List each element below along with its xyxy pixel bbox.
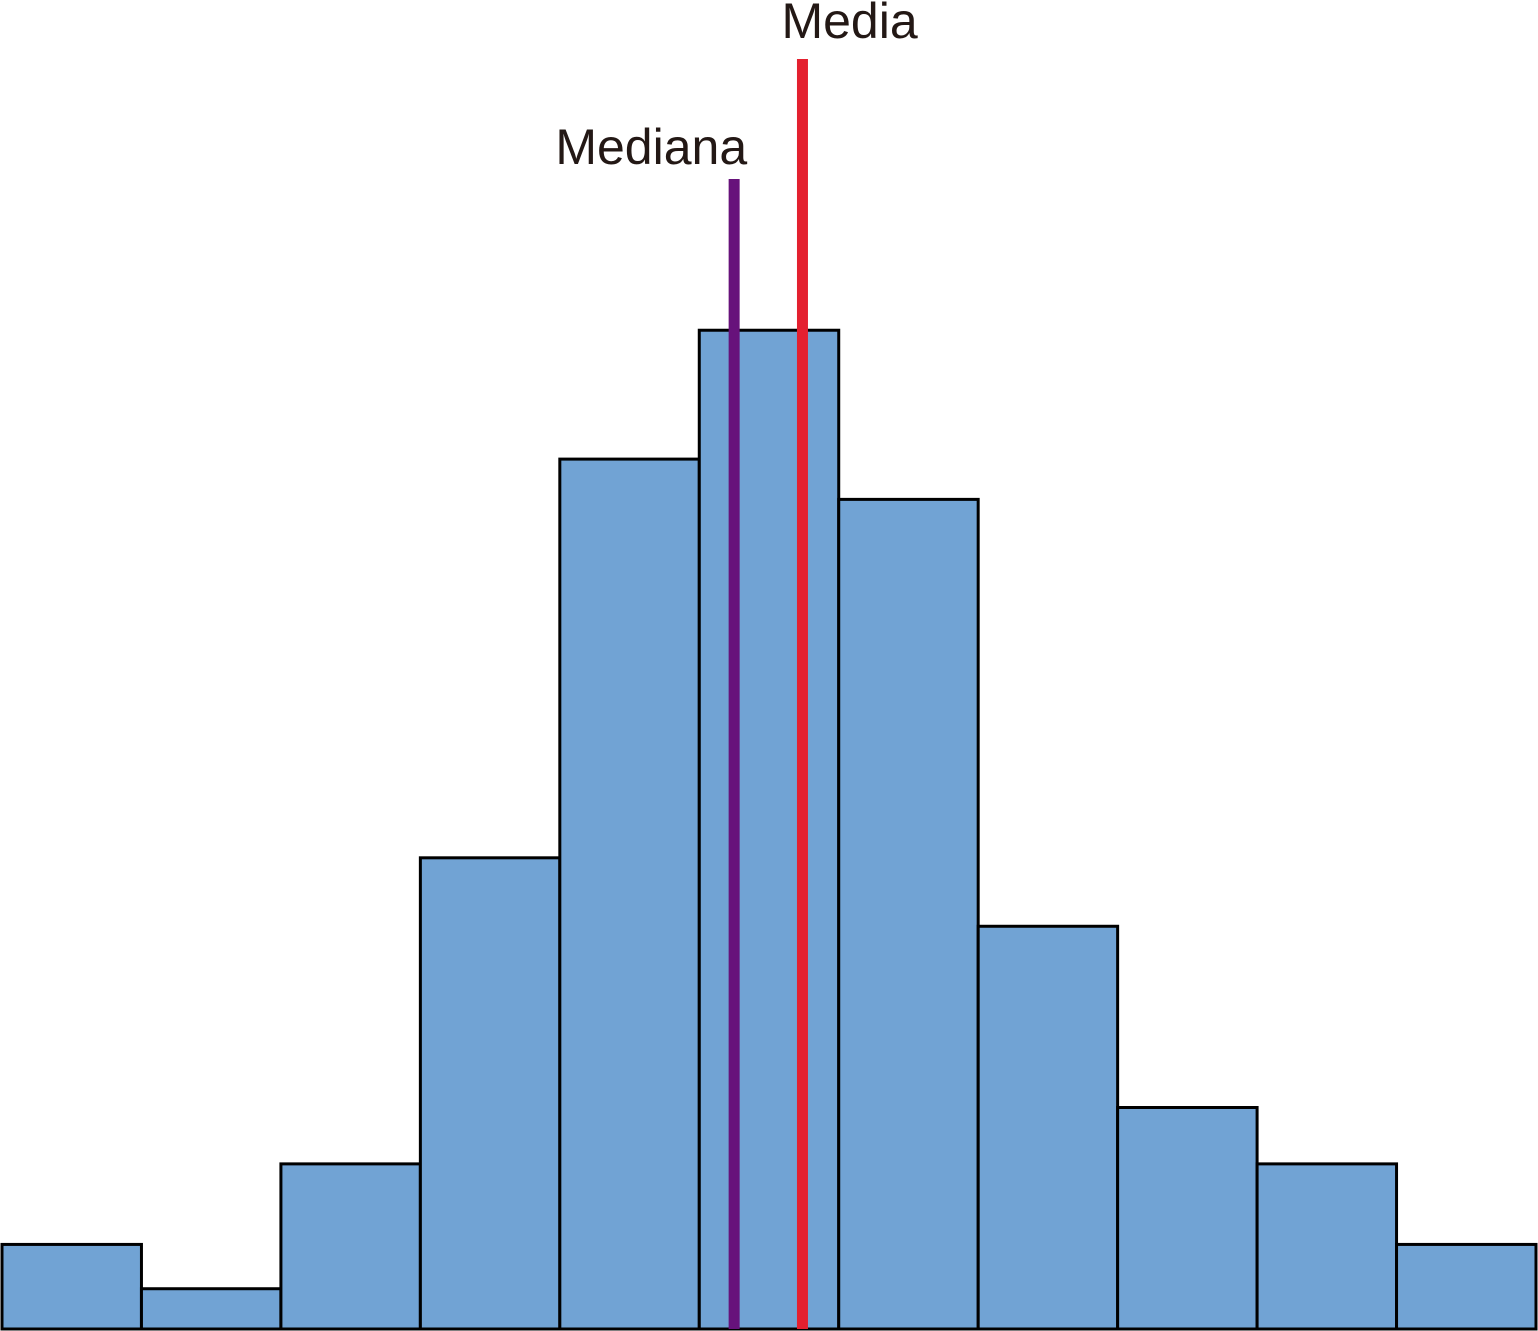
histogram-bar-10 xyxy=(1255,1162,1399,1331)
histogram-bar-9 xyxy=(1116,1106,1259,1331)
histogram-bar-2 xyxy=(139,1287,283,1331)
marker-lines xyxy=(728,59,808,1329)
histogram-bar-5 xyxy=(558,457,701,1331)
marker-labels: Mediana Media xyxy=(555,0,918,175)
mean-label: Media xyxy=(781,0,917,49)
histogram-bar-11 xyxy=(1395,1242,1538,1331)
histogram-bar-7 xyxy=(837,497,980,1331)
histogram-bar-3 xyxy=(279,1162,422,1331)
histogram-bars xyxy=(0,328,1538,1331)
histogram-bar-8 xyxy=(976,924,1120,1331)
median-label: Mediana xyxy=(555,119,747,175)
histogram-bar-4 xyxy=(418,856,562,1331)
histogram-bar-1 xyxy=(0,1242,143,1331)
histogram-bar-6 xyxy=(697,328,841,1331)
